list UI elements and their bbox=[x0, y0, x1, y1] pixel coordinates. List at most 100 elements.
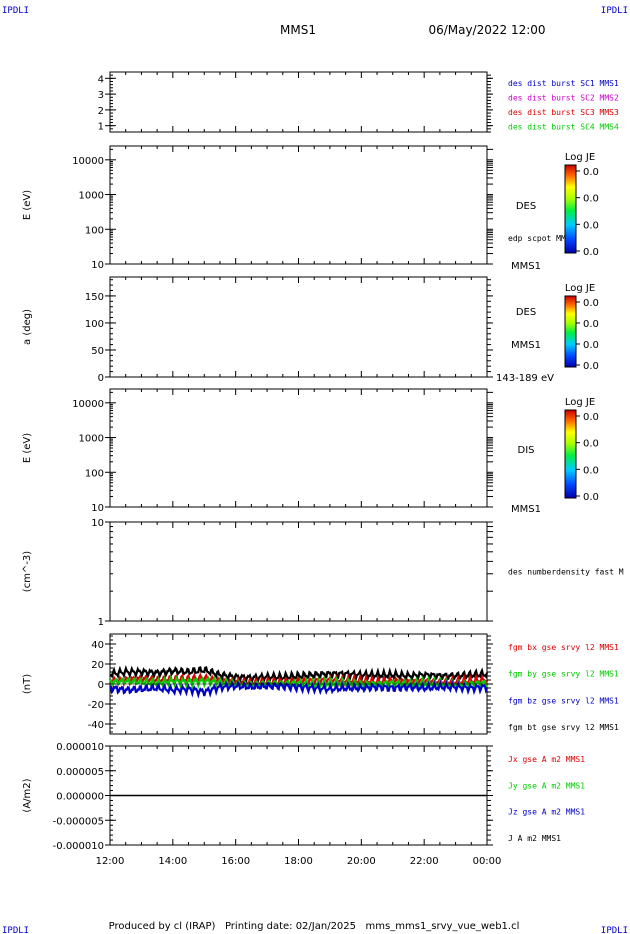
y-tick-label: -20 bbox=[88, 700, 104, 711]
colorbar-tick-label: 0.0 bbox=[583, 361, 599, 372]
panel-frame bbox=[109, 521, 488, 622]
panel-frame bbox=[109, 145, 488, 265]
panel-des-energy: 10 100 1000 10000 E (eV) DES MMS1 edp scpot MMS… bbox=[22, 145, 599, 272]
spacecraft-label: MMS1 bbox=[511, 340, 541, 351]
panel-current: -0.000010 -0.000005 0.000000 0.000005 0.0000… bbox=[22, 742, 585, 852]
y-tick-label: -0.000010 bbox=[53, 841, 104, 852]
legend-entry: des dist burst SC3 MMS3 bbox=[508, 108, 619, 117]
datetime-title: 06/May/2022 12:00 bbox=[428, 23, 545, 37]
y-tick-label: 2 bbox=[98, 106, 104, 117]
y-tick-label: 10 bbox=[91, 260, 104, 271]
y-tick-label: 0.000005 bbox=[56, 767, 104, 778]
y-tick-label: -0.000005 bbox=[53, 816, 104, 827]
colorbar-tick-label: 0.0 bbox=[583, 319, 599, 330]
overlay-label: edp scpot MMS1 bbox=[508, 234, 576, 243]
y-axis-label: E (eV) bbox=[22, 190, 33, 220]
y-tick-label: 3 bbox=[98, 90, 104, 101]
colorbar bbox=[564, 164, 577, 254]
colorbar-tick-label: 0.0 bbox=[583, 492, 599, 503]
time-axis: 12:00 14:00 16:00 18:00 20:00 22:00 00:00 bbox=[96, 856, 502, 867]
colorbar-tick-label: 0.0 bbox=[583, 298, 599, 309]
spacecraft-label: MMS1 bbox=[511, 504, 541, 515]
y-tick-label: 10000 bbox=[72, 399, 104, 410]
y-tick-label: 1 bbox=[98, 617, 104, 628]
legend-entry: fgm by gse srvy l2 MMS1 bbox=[508, 670, 619, 679]
y-axis-label: (A/m2) bbox=[22, 778, 33, 812]
colorbar-tick-label: 0.0 bbox=[583, 412, 599, 423]
corner-mark-bottom-right: IPDLI bbox=[601, 926, 628, 934]
legend-entry: des dist burst SC4 MMS4 bbox=[508, 123, 619, 132]
legend-entry: des numberdensity fast M bbox=[508, 568, 624, 577]
colorbar bbox=[564, 409, 577, 499]
legend-entry: des dist burst SC2 MMS2 bbox=[508, 94, 619, 103]
y-tick-label: 0 bbox=[98, 680, 104, 691]
panel-density: 1 10 (cm^-3) des numberdensity fast M bbox=[22, 518, 624, 628]
colorbar-tick-label: 0.0 bbox=[583, 220, 599, 231]
series-bt bbox=[109, 665, 489, 686]
panel-group: 1 2 3 4 des dist burst SC1 MMS1 des dist burs… bbox=[22, 71, 624, 852]
time-tick-label: 16:00 bbox=[221, 856, 250, 867]
colorbar-title: Log JE bbox=[565, 283, 595, 294]
y-tick-label: 100 bbox=[85, 319, 104, 330]
y-tick-label: 50 bbox=[91, 346, 104, 357]
y-tick-label: 20 bbox=[91, 660, 104, 671]
corner-mark-bottom-left: IPDLI bbox=[2, 926, 29, 934]
legend-entry: Jy gse A m2 MMS1 bbox=[508, 781, 585, 790]
y-tick-label: 0 bbox=[98, 373, 104, 384]
y-tick-label: 1000 bbox=[79, 434, 104, 445]
time-tick-label: 14:00 bbox=[158, 856, 187, 867]
corner-mark-top-right: IPDLI bbox=[601, 6, 628, 16]
legend-entry: fgm bt gse srvy l2 MMS1 bbox=[508, 723, 619, 732]
time-tick-label: 22:00 bbox=[410, 856, 439, 867]
panel-fgm: -40 -20 0 20 40 (nT) fgm bx gse srvy l2 MMS1 fg… bbox=[22, 633, 619, 735]
colorbar-tick-label: 0.0 bbox=[583, 340, 599, 351]
legend-entry: fgm bz gse srvy l2 MMS1 bbox=[508, 696, 619, 705]
legend-entry: J A m2 MMS1 bbox=[508, 834, 561, 843]
footer-credit: Produced by cl (IRAP) Printing date: 02/… bbox=[109, 921, 520, 932]
colorbar-tick-label: 0.0 bbox=[583, 247, 599, 258]
legend-entry: Jz gse A m2 MMS1 bbox=[508, 808, 585, 817]
y-tick-label: 0.000010 bbox=[56, 742, 104, 753]
y-tick-label: -40 bbox=[88, 720, 104, 731]
colorbar-title: Log JE bbox=[565, 152, 595, 163]
time-tick-label: 12:00 bbox=[96, 856, 125, 867]
colorbar-tick-label: 0.0 bbox=[583, 439, 599, 450]
energy-range-label: 143-189 eV bbox=[496, 373, 554, 384]
colorbar-tick-label: 0.0 bbox=[583, 465, 599, 476]
series-bz bbox=[109, 679, 488, 699]
y-tick-label: 0.000000 bbox=[56, 792, 104, 803]
legend-entry: Jx gse A m2 MMS1 bbox=[508, 755, 585, 764]
panel-frame bbox=[109, 71, 488, 133]
panel-burst: 1 2 3 4 des dist burst SC1 MMS1 des dist burs… bbox=[98, 71, 619, 133]
colorbar bbox=[564, 295, 577, 368]
y-tick-label: 40 bbox=[91, 640, 104, 651]
y-tick-label: 100 bbox=[85, 468, 104, 479]
y-tick-label: 1000 bbox=[79, 191, 104, 202]
instrument-label: DIS bbox=[518, 445, 535, 456]
instrument-label: DES bbox=[516, 201, 536, 212]
y-axis-label: E (eV) bbox=[22, 433, 33, 463]
time-tick-label: 00:00 bbox=[473, 856, 502, 867]
instrument-label: DES bbox=[516, 307, 536, 318]
panel-frame bbox=[109, 276, 488, 378]
y-tick-label: 150 bbox=[85, 292, 104, 303]
y-tick-label: 4 bbox=[98, 74, 104, 85]
panel-des-pitch: 0 50 100 150 a (deg) DES MMS1 143-189 eV Log JE 0… bbox=[22, 276, 599, 384]
legend-entry: des dist burst SC1 MMS1 bbox=[508, 79, 619, 88]
panel-frame bbox=[109, 388, 488, 508]
y-tick-label: 10 bbox=[91, 518, 104, 529]
legend-entry: fgm bx gse srvy l2 MMS1 bbox=[508, 643, 619, 652]
colorbar-tick-label: 0.0 bbox=[583, 167, 599, 178]
y-tick-label: 10 bbox=[91, 503, 104, 514]
time-tick-label: 20:00 bbox=[347, 856, 376, 867]
y-axis-label: a (deg) bbox=[22, 309, 33, 345]
panel-dis-energy: 10 100 1000 10000 E (eV) DIS MMS1 Log JE 0.0 0.0 0… bbox=[22, 388, 599, 515]
y-tick-label: 1 bbox=[98, 122, 104, 133]
y-tick-label: 10000 bbox=[72, 156, 104, 167]
corner-mark-top-left: IPDLI bbox=[2, 6, 29, 16]
spacecraft-label: MMS1 bbox=[511, 261, 541, 272]
y-axis-label: (cm^-3) bbox=[22, 551, 33, 592]
time-tick-label: 18:00 bbox=[284, 856, 313, 867]
y-axis-label: (nT) bbox=[22, 674, 33, 694]
